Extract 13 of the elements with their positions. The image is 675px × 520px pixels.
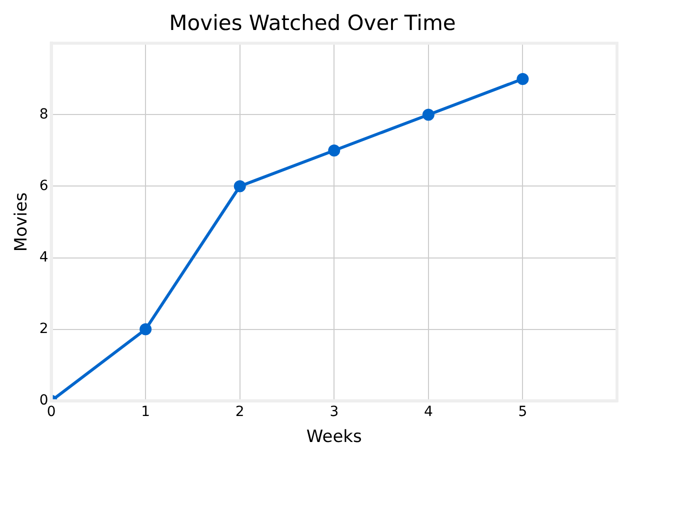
x-axis-title: Weeks: [306, 427, 362, 448]
y-tick-label: 4: [39, 249, 48, 266]
y-axis-title: Movies: [12, 192, 32, 252]
x-tick-label: 3: [330, 404, 339, 420]
y-tick-label: 6: [39, 178, 48, 194]
y-tick-label: 2: [39, 320, 48, 337]
x-tick-label: 1: [141, 404, 150, 420]
x-tick-label: 5: [518, 404, 528, 420]
y-tick-label: 0: [39, 392, 48, 408]
x-tick-label: 4: [424, 404, 433, 420]
y-tick-label: 8: [39, 106, 48, 122]
x-tick-label: 2: [235, 404, 244, 420]
chart-title: Movies Watched Over Time: [169, 11, 456, 36]
